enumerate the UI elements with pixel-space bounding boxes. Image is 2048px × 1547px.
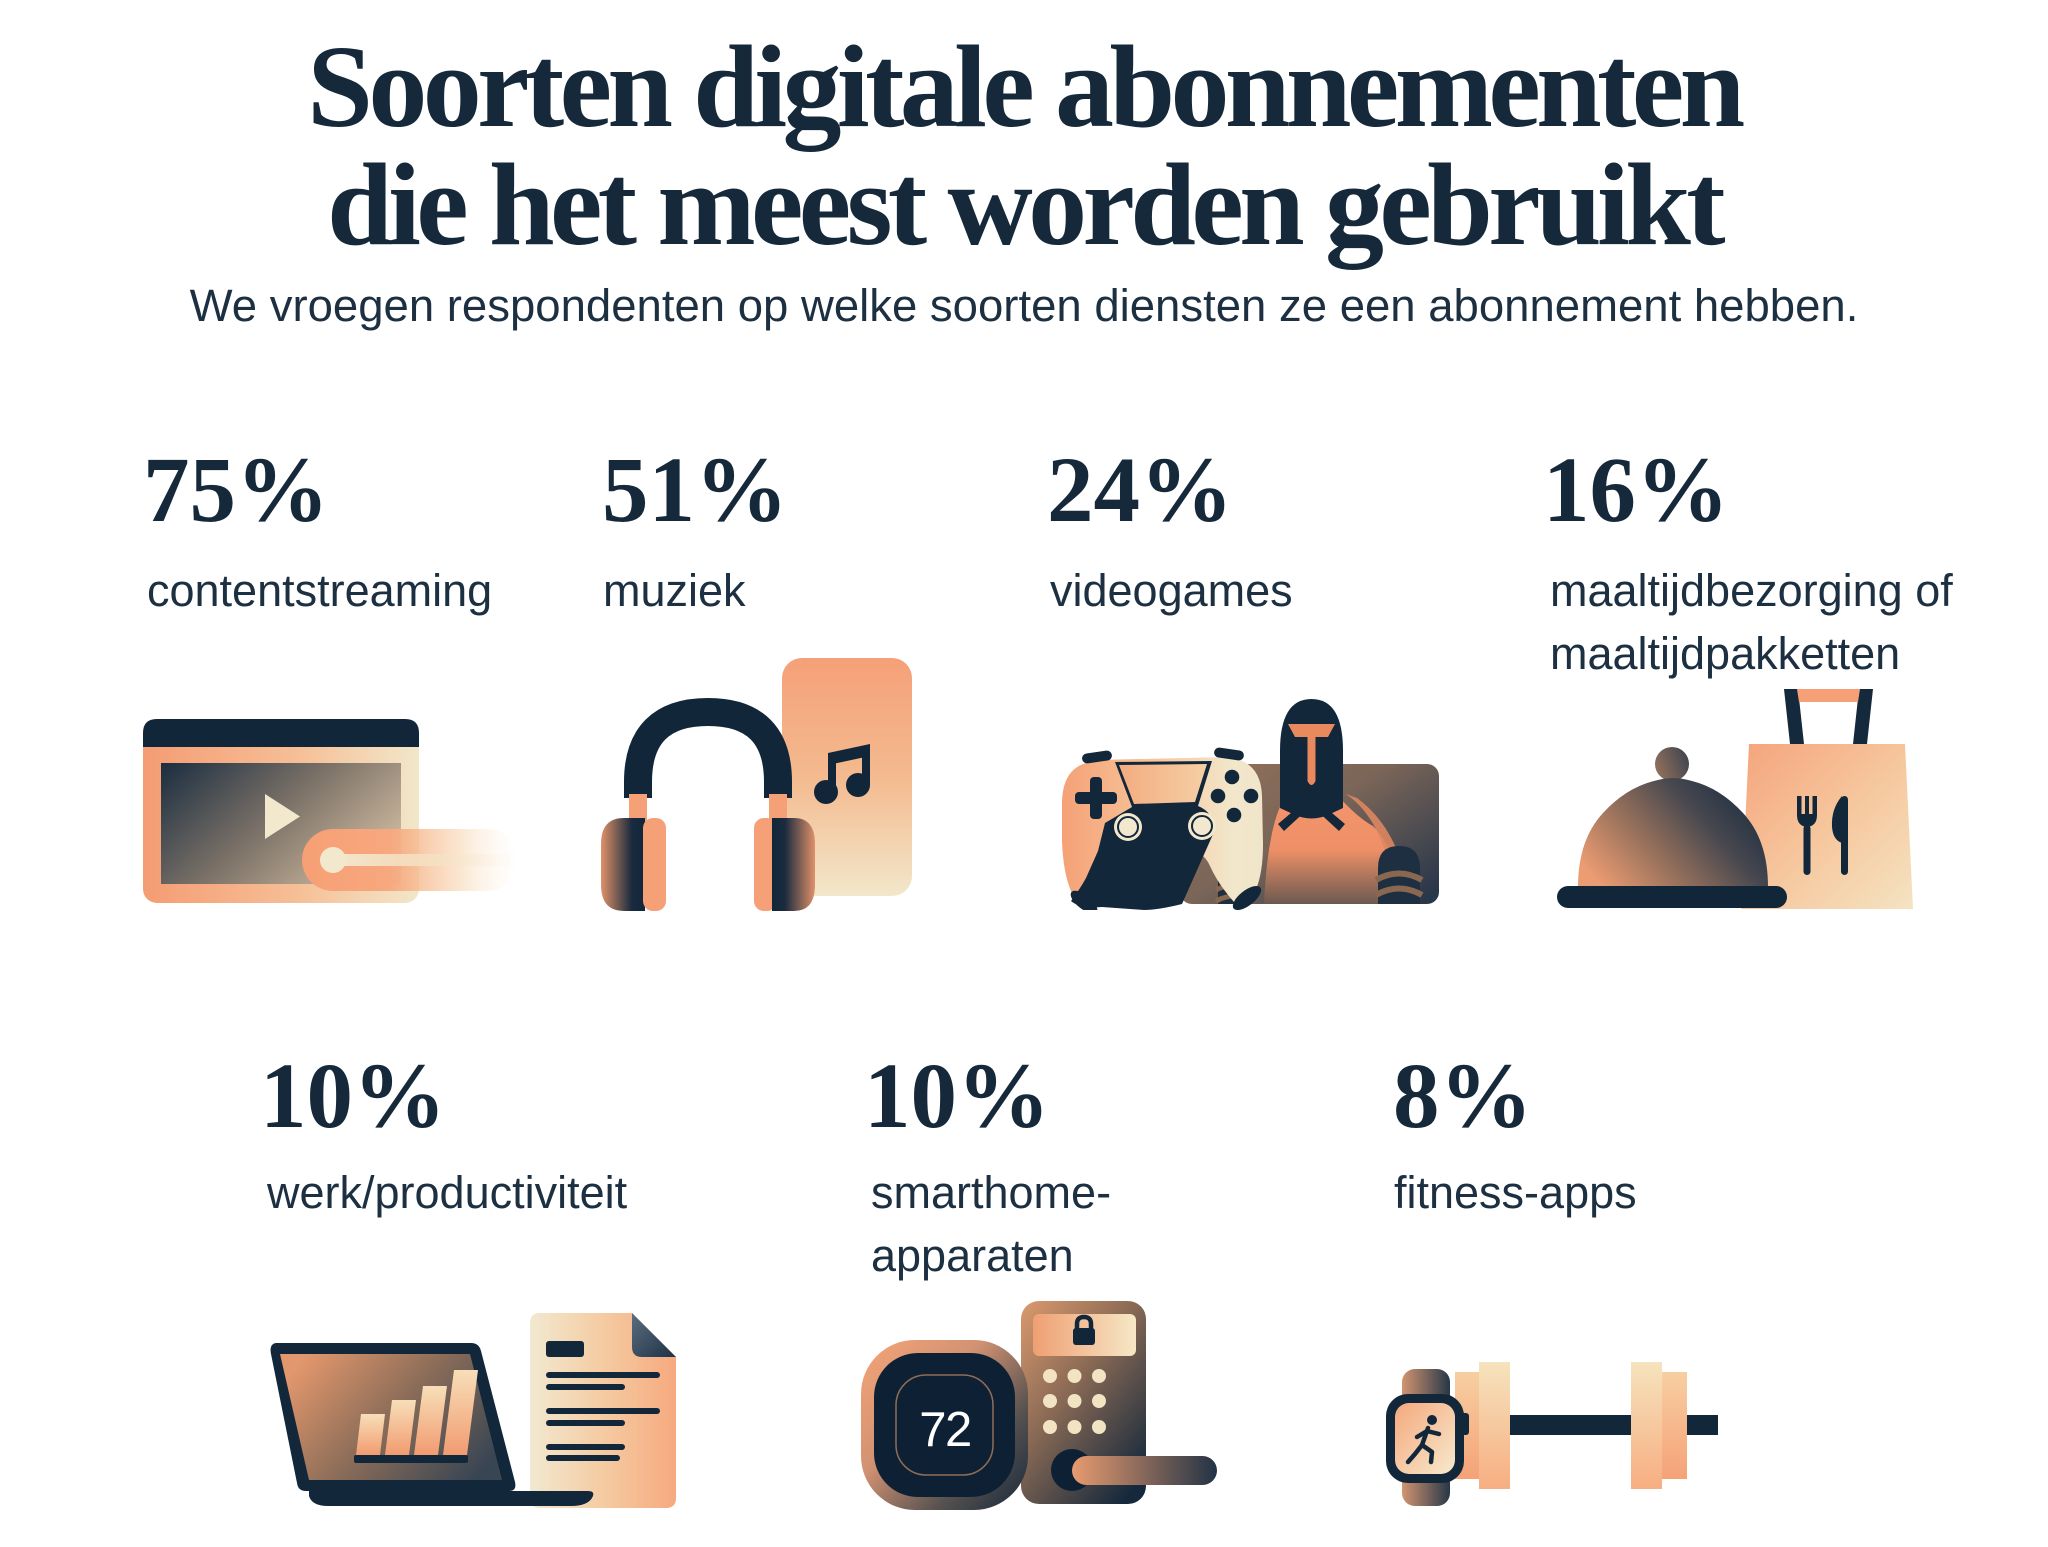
svg-text:72: 72 [919,1403,971,1457]
